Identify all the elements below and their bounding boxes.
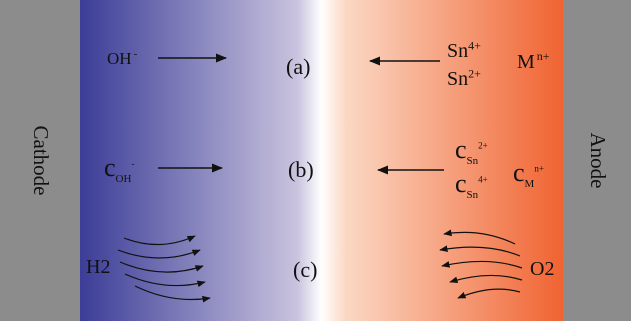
c-sn4-label: cSn4+ (455, 169, 488, 202)
row-a-label: (a) (286, 54, 311, 79)
curved-arrow-icon (439, 245, 521, 257)
curved-arrow-icon (134, 285, 211, 303)
h2-label: H2 (86, 256, 111, 278)
curved-arrow-icon (119, 261, 204, 273)
curved-arrow-icon (443, 229, 516, 245)
anode-label: Anode (586, 132, 610, 189)
electrolyte-gradient (80, 0, 563, 321)
row-b-label: (b) (288, 157, 314, 182)
curved-arrow-icon (457, 288, 521, 299)
tin2-label: Sn2+ (447, 66, 481, 90)
anode-electrode (563, 0, 631, 321)
cathode-label: Cathode (29, 125, 53, 196)
curved-arrow-icon (117, 249, 201, 259)
curved-arrow-icon (124, 273, 206, 288)
tin4-label: Sn4+ (447, 38, 481, 62)
o2-label: O2 (530, 258, 555, 280)
hydroxide-label: OH - (107, 48, 138, 68)
row-c-label: (c) (293, 257, 318, 282)
curved-arrow-icon (449, 274, 523, 284)
curved-arrow-icon (441, 260, 523, 269)
c-m-label: cMn+ (513, 158, 544, 191)
curved-arrow-icon (123, 235, 196, 246)
c-oh-label: cOH- (104, 153, 135, 186)
cathode-electrode (0, 0, 80, 321)
c-sn2-label: cSn2+ (455, 135, 488, 168)
